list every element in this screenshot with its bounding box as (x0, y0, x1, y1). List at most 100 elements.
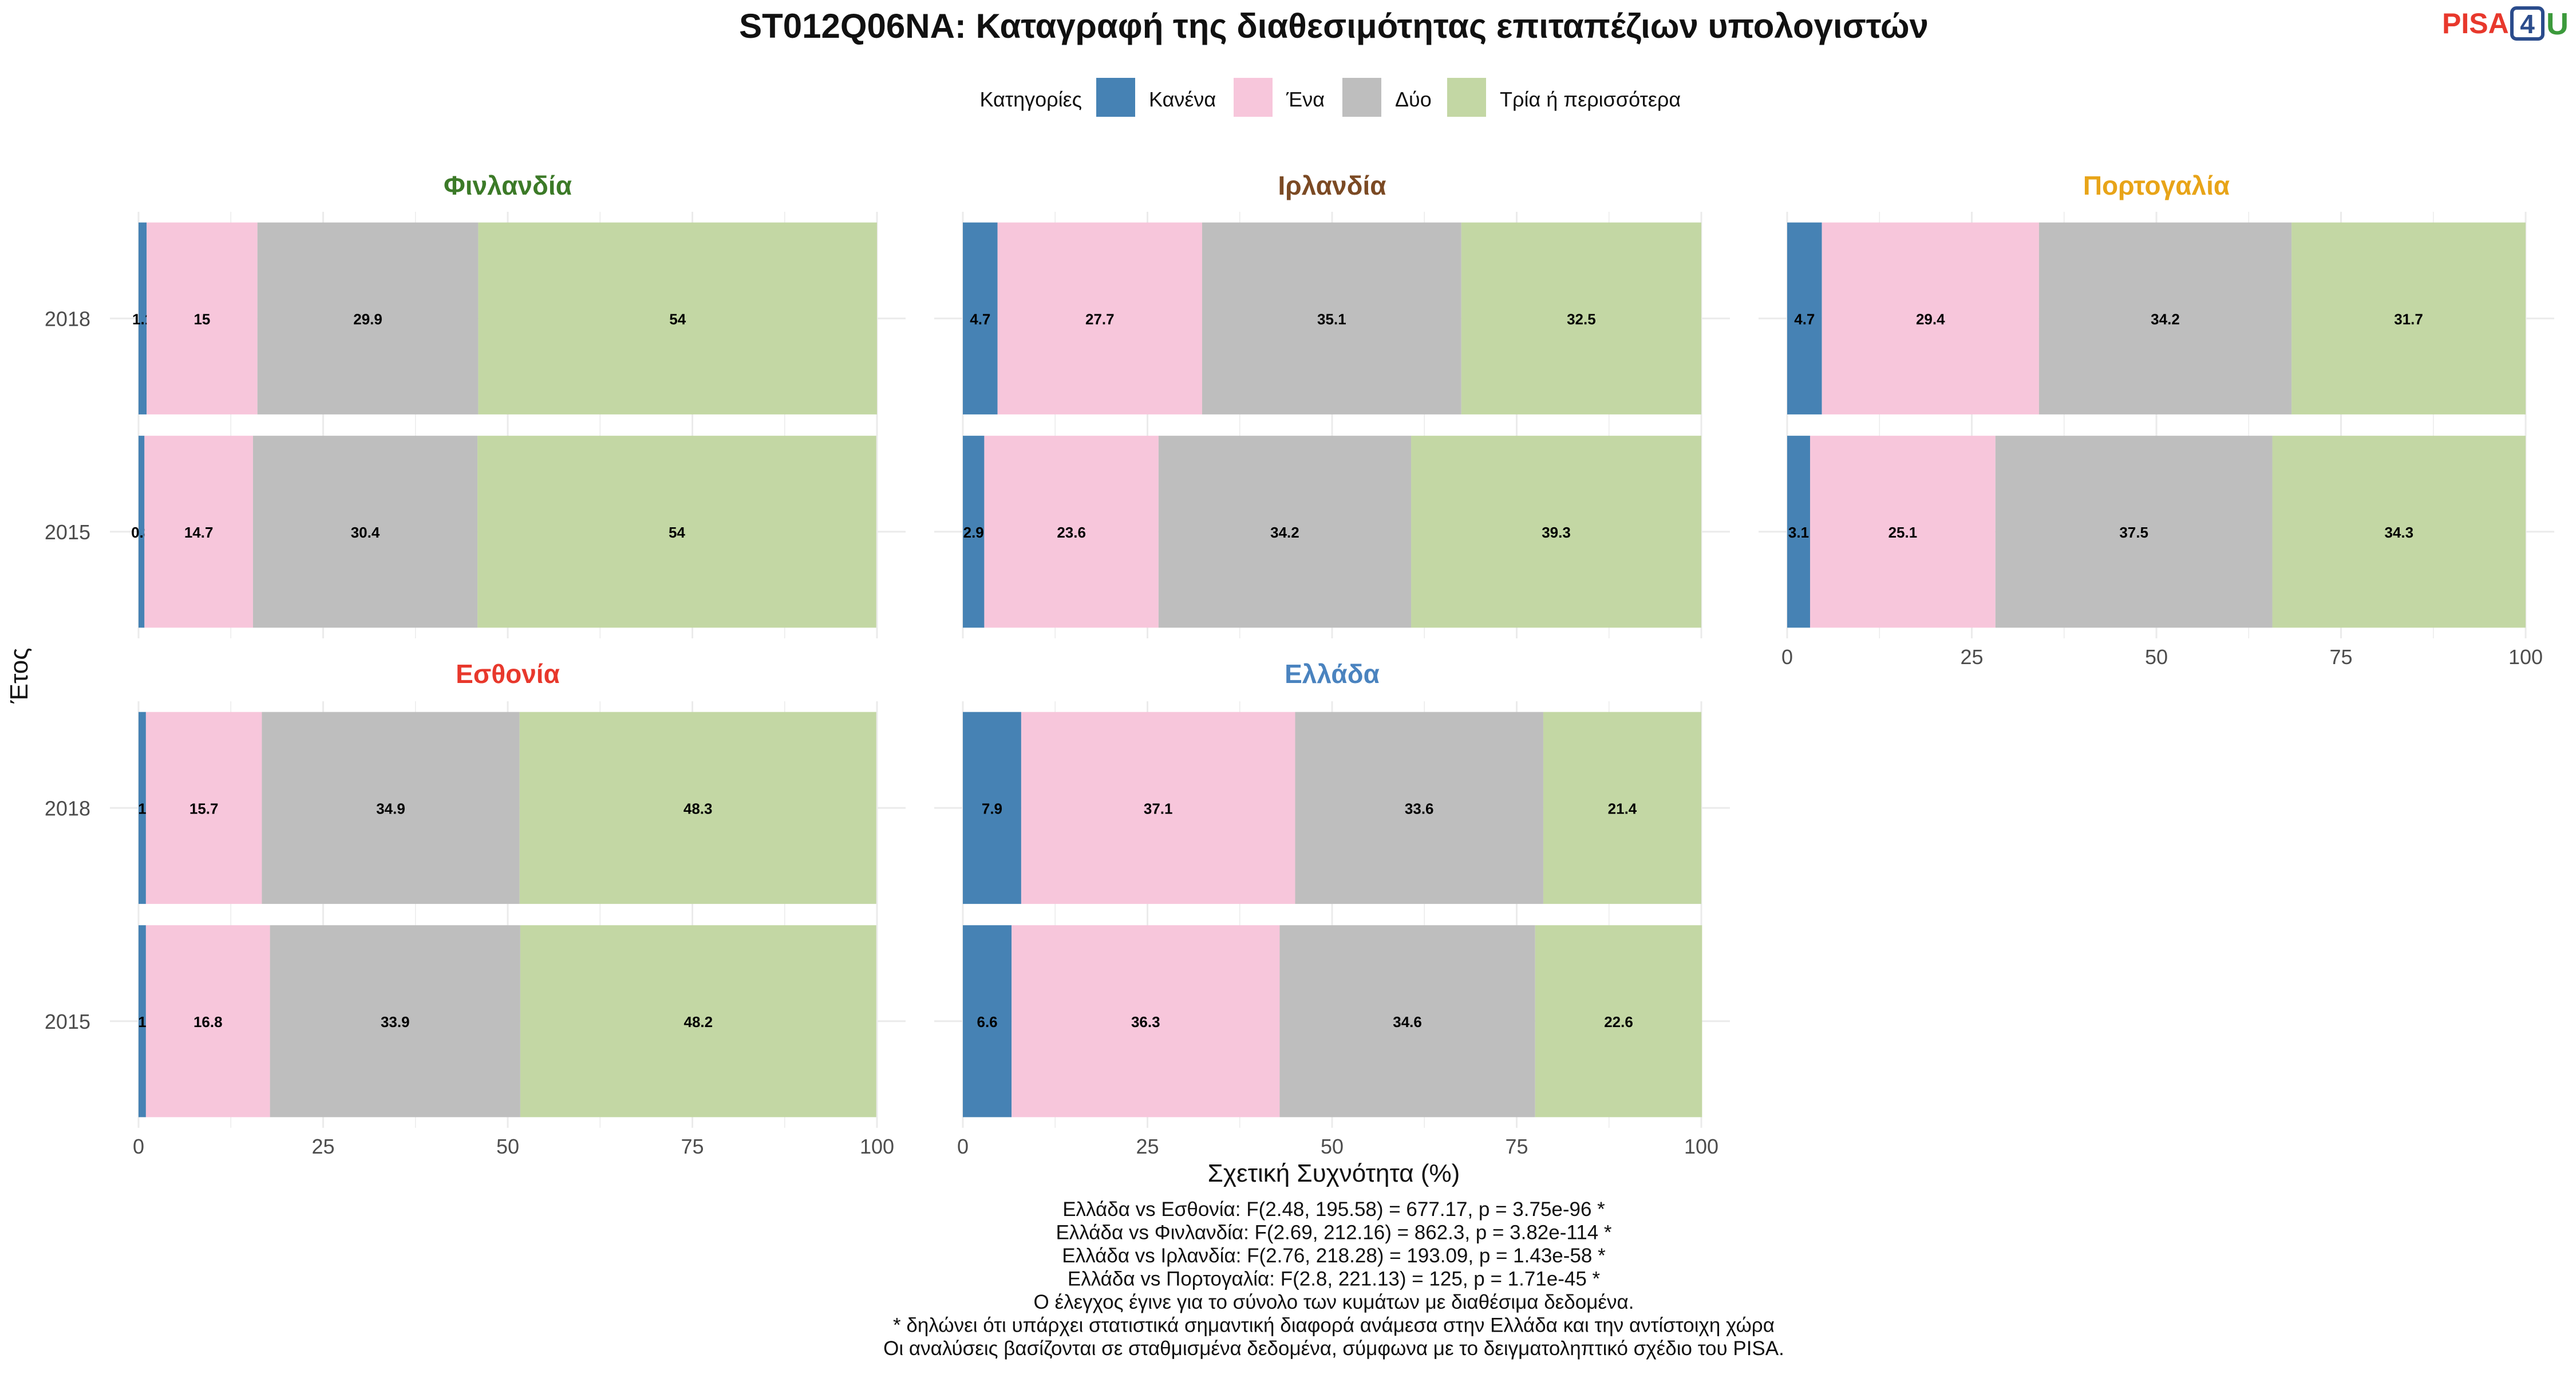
legend-swatch (1342, 78, 1381, 117)
legend-swatch (1447, 78, 1486, 117)
data-label: 27.7 (1085, 310, 1115, 327)
y-axis-label: Έτος (5, 648, 33, 704)
bar-segment (1787, 222, 1822, 414)
bar-segment (2272, 436, 2526, 628)
bar-segment (1535, 925, 1702, 1118)
bar-segment (963, 712, 1021, 904)
footnote-line: Ελλάδα vs Πορτογαλία: F(2.8, 221.13) = 1… (1068, 1268, 1601, 1290)
bar-segment (1787, 436, 1810, 628)
y-tick-label: 2015 (45, 1010, 90, 1033)
x-tick-label: 0 (133, 1135, 144, 1158)
x-tick-label: 100 (1684, 1135, 1718, 1158)
footnote-line: Ελλάδα vs Ιρλανδία: F(2.76, 218.28) = 19… (1062, 1245, 1606, 1267)
legend-label: Τρία ή περισσότερα (1500, 88, 1681, 111)
panel: Ελλάδα 7.9 37.1 33.6 21.4 6.6 36.3 34.6 22.6 0 25 5… (934, 659, 1730, 1158)
footnote-line: Οι αναλύσεις βασίζονται σε σταθμισμένα δ… (883, 1337, 1784, 1360)
bar-segment (478, 222, 877, 414)
data-label: 33.9 (381, 1013, 410, 1030)
x-tick-label: 50 (496, 1135, 519, 1158)
data-label: 35.1 (1317, 310, 1346, 327)
bar-segment (145, 712, 262, 904)
bar-segment (984, 436, 1159, 628)
logo-digit-text: 4 (2520, 9, 2535, 39)
x-tick-label: 75 (2329, 645, 2352, 669)
data-label: 16.8 (193, 1013, 223, 1030)
legend: Κατηγορίες Κανένα Ένα Δύο Τρία ή περισσότερ… (979, 78, 1681, 117)
panel: Ιρλανδία 4.7 27.7 35.1 32.5 2.9 23.6 34.2 39.3 (934, 171, 1730, 638)
footnote-line: Ελλάδα vs Εσθονία: F(2.48, 195.58) = 677… (1062, 1198, 1605, 1221)
footnotes: Ελλάδα vs Εσθονία: F(2.48, 195.58) = 677… (883, 1198, 1784, 1360)
bar-segment (145, 925, 270, 1118)
data-label: 54 (669, 310, 686, 327)
bar-segment (1158, 436, 1412, 628)
bar-segment (139, 925, 146, 1118)
x-tick-label: 75 (681, 1135, 704, 1158)
x-tick-label: 50 (2145, 645, 2168, 669)
bar-segment (1295, 712, 1543, 904)
data-label: 15.7 (189, 800, 219, 817)
bar-segment (997, 222, 1202, 414)
panel-title: Εσθονία (456, 659, 560, 689)
panel-title: Φινλανδία (444, 171, 572, 200)
data-label: 4.7 (970, 310, 990, 327)
bar-segment (139, 222, 147, 414)
data-label: 3.1 (1788, 524, 1809, 541)
bar-segment (262, 712, 520, 904)
x-tick-label: 25 (1136, 1135, 1159, 1158)
data-label: 21.4 (1608, 800, 1637, 817)
pisa4u-logo: PISA 4 U (2442, 6, 2569, 41)
logo-pisa-text: PISA (2442, 7, 2509, 40)
bar-segment (2038, 222, 2292, 414)
bar-segment (257, 222, 479, 414)
legend-swatch (1234, 78, 1273, 117)
x-tick-label: 25 (1960, 645, 1983, 669)
data-label: 31.7 (2394, 310, 2423, 327)
bar-segment (147, 222, 258, 414)
bar-segment (1021, 712, 1295, 904)
legend-label: Ένα (1286, 88, 1325, 111)
data-label: 4.7 (1794, 310, 1815, 327)
bar-segment (139, 712, 146, 904)
data-label: 23.6 (1057, 524, 1086, 541)
data-label: 37.1 (1144, 800, 1173, 817)
data-label: 29.4 (1916, 310, 1945, 327)
bar-segment (1995, 436, 2273, 628)
bar-segment (963, 925, 1012, 1118)
data-label: 22.6 (1604, 1013, 1633, 1030)
data-label: 39.3 (1542, 524, 1571, 541)
bar-segment (1543, 712, 1701, 904)
legend-label: Κανένα (1149, 88, 1216, 111)
bar-segment (963, 222, 998, 414)
data-label: 25.1 (1888, 524, 1918, 541)
bar-segment (252, 436, 478, 628)
bar-segment (963, 436, 985, 628)
logo-digit-box (2510, 6, 2545, 41)
y-tick-label: 2015 (45, 520, 90, 544)
data-label: 29.9 (353, 310, 382, 327)
y-tick-label: 2018 (45, 796, 90, 820)
data-label: 36.3 (1131, 1013, 1160, 1030)
data-label: 7.9 (982, 800, 1002, 817)
bar-segment (2291, 222, 2526, 414)
data-label: 37.5 (2119, 524, 2148, 541)
bar-segment (144, 436, 253, 628)
y-tick-label: 2018 (45, 307, 90, 330)
bar-segment (477, 436, 876, 628)
bar-segment (1461, 222, 1701, 414)
logo-u-text: U (2546, 7, 2569, 41)
data-label: 32.5 (1567, 310, 1596, 327)
bar-segment (1411, 436, 1701, 628)
x-tick-label: 0 (1781, 645, 1793, 669)
bar-segment (519, 712, 876, 904)
data-label: 34.2 (1270, 524, 1299, 541)
panel-title: Ιρλανδία (1278, 171, 1386, 200)
bar-segment (1822, 222, 2039, 414)
data-label: 2.9 (963, 524, 984, 541)
bar-segment (270, 925, 520, 1118)
footnote-line: Ελλάδα vs Φινλανδία: F(2.69, 212.16) = 8… (1056, 1222, 1611, 1244)
data-label: 33.6 (1405, 800, 1434, 817)
data-label: 34.2 (2151, 310, 2180, 327)
